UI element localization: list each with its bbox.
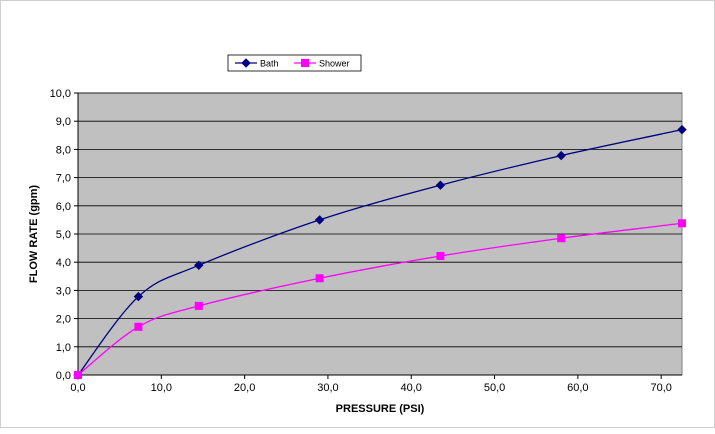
shower-data-point	[194, 301, 203, 310]
y-axis-title: FLOW RATE (gpm)	[28, 185, 40, 283]
axes: 0,0 1,0 2,0 3,0 4,0 5,0 6,0 7,0 8,0 9,0 10,0 0,0 10,…	[50, 88, 682, 394]
x-axis-title: PRESSURE (PSI)	[336, 403, 425, 415]
x-tick-label: 60,0	[567, 382, 588, 394]
shower-data-point	[74, 371, 82, 379]
series-layer	[73, 124, 687, 380]
x-tick-label: 40,0	[401, 382, 422, 394]
y-tick-label: 9,0	[56, 116, 71, 128]
legend: Bath Shower	[227, 54, 362, 72]
y-tick-label: 5,0	[56, 229, 71, 241]
shower-data-point	[436, 251, 445, 260]
bath-data-point	[194, 260, 204, 271]
y-tick-label: 10,0	[50, 88, 71, 100]
legend-shower-marker	[301, 59, 309, 67]
shower-data-point	[315, 274, 324, 283]
y-tick-label: 0,0	[56, 370, 71, 382]
y-tick-label: 2,0	[56, 314, 71, 326]
bath-data-point	[133, 291, 144, 302]
x-tick-label: 70,0	[650, 382, 671, 394]
bath-data-point	[314, 215, 325, 225]
shower-data-point	[134, 322, 143, 331]
bath-data-point	[435, 180, 446, 190]
x-tick-label: 0,0	[70, 382, 85, 394]
y-tick-label: 3,0	[56, 285, 71, 297]
x-tick-label: 10,0	[151, 382, 172, 394]
shower-data-point	[678, 219, 686, 228]
y-tick-label: 1,0	[56, 342, 71, 354]
legend-bath-marker	[241, 58, 251, 68]
bath-data-point	[677, 124, 687, 135]
legend-shower-label: Shower	[319, 59, 350, 69]
y-tick-label: 7,0	[56, 173, 71, 185]
y-tick-label: 6,0	[56, 201, 71, 213]
x-tick-label: 30,0	[317, 382, 338, 394]
shower-data-point	[557, 234, 566, 243]
y-tick-label: 4,0	[56, 257, 71, 269]
gridlines	[78, 92, 682, 348]
x-tick-label: 20,0	[234, 382, 255, 394]
legend-bath-label: Bath	[260, 59, 279, 69]
bath-data-point	[556, 150, 566, 161]
x-tick-label: 50,0	[484, 382, 505, 394]
y-tick-label: 8,0	[56, 144, 71, 156]
